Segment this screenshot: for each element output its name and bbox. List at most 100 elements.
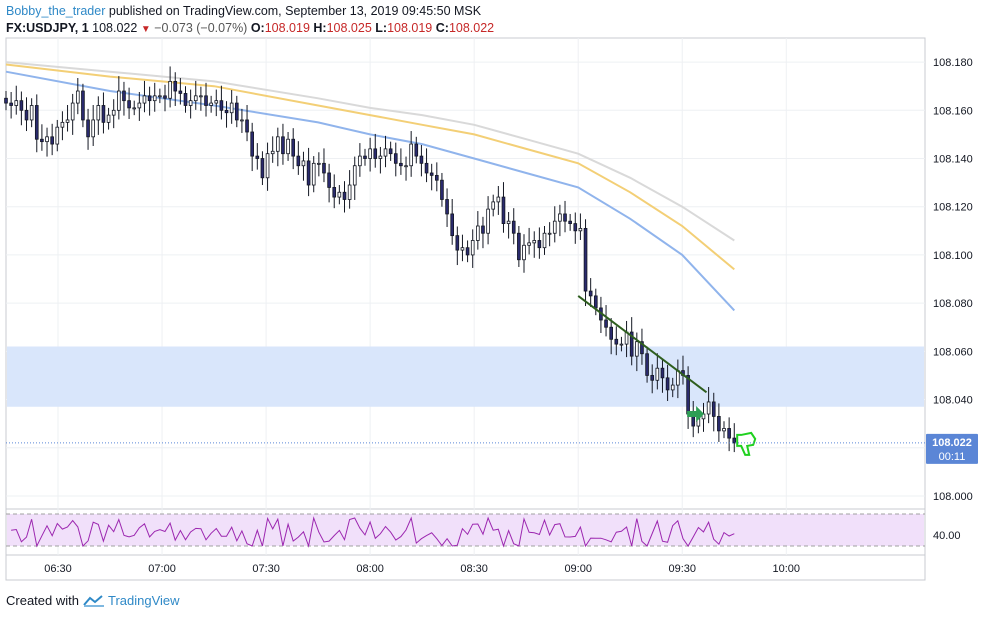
publish-info: published on TradingView.com, September … (105, 4, 482, 18)
candle-body (368, 148, 372, 159)
candle-body (70, 102, 75, 121)
candle-body (660, 367, 665, 379)
candle-body (14, 100, 19, 106)
rsi-line (11, 516, 735, 548)
candle-body (86, 119, 90, 138)
candle-body (486, 208, 490, 234)
candle-body (122, 90, 126, 102)
candle-body (399, 162, 403, 167)
candle-body (506, 220, 511, 224)
chart-frame (5, 37, 926, 581)
moving-average-line (5, 61, 735, 242)
candle-body (429, 172, 434, 176)
candle-body (327, 172, 331, 188)
candle-body (640, 341, 644, 355)
candle-body (491, 201, 496, 210)
candle-body (60, 121, 65, 128)
price-tick-label: 108.060 (933, 346, 973, 358)
candle-body (342, 191, 347, 200)
created-with-label: Created with (6, 593, 79, 608)
ohlc-line: FX:USDJPY, 1 108.022 ▼ −0.073 (−0.07%) O… (6, 21, 494, 35)
candle-body (676, 370, 680, 386)
candle-body (50, 136, 54, 145)
candle-body (234, 102, 239, 121)
candle-body (127, 100, 131, 109)
close-value: 108.022 (448, 21, 495, 35)
tradingview-link[interactable]: TradingView (107, 593, 180, 608)
time-tick-label: 08:30 (460, 563, 488, 575)
candle-body (604, 319, 608, 328)
candle-body (409, 143, 413, 167)
candle-body (568, 220, 572, 224)
candle-body (132, 107, 137, 110)
candle-body (101, 105, 106, 123)
candle-body (106, 114, 111, 123)
candle-body (450, 213, 455, 237)
candle-body (383, 148, 388, 157)
candle-body (163, 95, 167, 99)
candle-body (686, 375, 690, 415)
candle-body (158, 95, 162, 98)
candle-body (173, 80, 178, 92)
candle-body (322, 162, 326, 174)
low-value: 108.019 (387, 21, 433, 35)
countdown-label: 00:11 (939, 451, 966, 463)
last-price-tag[interactable] (926, 433, 978, 464)
candle-body (511, 220, 516, 234)
price-tick-label: 108.180 (933, 57, 973, 69)
symbol-label[interactable]: FX:USDJPY, 1 (6, 21, 89, 35)
candle-body (455, 235, 460, 251)
candle-body (583, 228, 588, 292)
price-tick-label: 108.120 (933, 202, 973, 214)
price-tick-label: 108.080 (933, 298, 973, 310)
candle-body (317, 162, 321, 165)
candle-body (209, 102, 213, 106)
footer: Created with TradingView (6, 593, 180, 608)
candle-body (496, 196, 501, 203)
time-tick-label: 07:30 (252, 563, 280, 575)
candle-body (260, 158, 265, 179)
candle-body (188, 100, 193, 106)
candle-body (29, 105, 34, 121)
candle-body (183, 93, 188, 106)
candle-body (481, 225, 485, 234)
candle-body (593, 295, 598, 309)
candle-body (147, 95, 152, 102)
candle-body (75, 90, 80, 104)
candle-body (214, 100, 219, 104)
candle-body (419, 155, 424, 164)
resistance-zone (7, 346, 924, 407)
candle-body (619, 343, 624, 346)
close-label: C: (435, 21, 449, 35)
candle-body (722, 428, 726, 432)
candle-body (706, 401, 711, 415)
candle-body (45, 136, 49, 143)
candle-body (301, 160, 306, 167)
candle-body (670, 384, 675, 391)
candle-body (527, 242, 531, 246)
candle-body (434, 174, 439, 181)
publish-line: Bobby_the_trader published on TradingVie… (6, 4, 481, 18)
candle-body (55, 126, 60, 145)
candle-body (635, 341, 639, 357)
high-label: H: (313, 21, 327, 35)
low-label: L: (375, 21, 388, 35)
candle-body (281, 136, 285, 155)
candle-body (358, 155, 362, 167)
candle-body (501, 196, 506, 224)
candle-body (9, 102, 13, 106)
open-value: 108.019 (264, 21, 310, 35)
candle-body (276, 136, 280, 152)
thumbs-down-icon (736, 431, 757, 456)
candle-body (24, 109, 29, 121)
entry-arrow-icon (687, 406, 705, 422)
candle-body (614, 338, 619, 345)
rsi-band (7, 514, 924, 546)
author-link[interactable]: Bobby_the_trader (6, 4, 106, 18)
candle-body (563, 213, 567, 222)
candle-body (311, 162, 316, 186)
candle-body (229, 102, 234, 114)
candle-body (296, 155, 301, 167)
candle-body (286, 138, 290, 155)
